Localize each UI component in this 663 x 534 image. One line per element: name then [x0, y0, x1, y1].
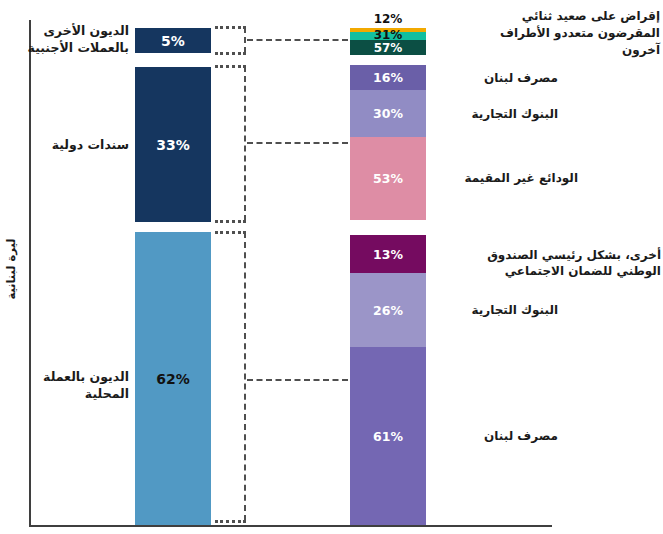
connector-stub: [215, 52, 246, 55]
label-line: المحلية: [0, 385, 129, 402]
breakdown-labels-foreign-other-debt: إقراض على صعيد ثنائي المقرضون متعددو الأ…: [430, 8, 660, 59]
segment-percent: 53%: [373, 171, 403, 186]
bar-segment-nonresident-deposits-53: 53%: [350, 137, 426, 220]
breakdown-label-banque-du-liban-2: مصرف لبنان: [448, 428, 558, 444]
label-line: الديون الأخرى: [0, 22, 129, 39]
connector-horizontal: [247, 39, 348, 41]
connector-stub: [215, 231, 246, 234]
breakdown-label-bilateral: إقراض على صعيد ثنائي: [430, 8, 660, 25]
segment-percent-others: 57%: [350, 42, 426, 54]
bar-segment-foreign-other-debt-5: 5%: [135, 28, 211, 53]
breakdown-label-banque-du-liban: مصرف لبنان: [448, 70, 558, 86]
breakdown-label-multilateral: المقرضون متعددو الأطراف: [430, 25, 660, 42]
bar-segment-banque-du-liban-16: 16%: [350, 65, 426, 90]
connector-vertical: [244, 27, 246, 53]
segment-percent-bilateral: 12%: [350, 13, 426, 25]
segment-percent: 26%: [373, 303, 403, 318]
label-line: الديون بالعملة: [0, 368, 129, 385]
segment-percent-multilateral: 31%: [350, 29, 426, 41]
connector-stub: [215, 220, 246, 223]
breakdown-label-commercial-banks-2: البنوك التجارية: [448, 302, 558, 318]
y-axis-line: [29, 20, 31, 525]
y-axis-label: ليرة لبنانية: [4, 224, 18, 314]
bar-segment-commercial-banks-26: 26%: [350, 273, 426, 347]
breakdown-label-commercial-banks: البنوك التجارية: [448, 106, 558, 122]
segment-percent: 13%: [373, 247, 403, 262]
connector-horizontal: [247, 142, 348, 144]
bar-segment-local-currency-debt-62: 62%: [135, 232, 211, 525]
bar-segment-international-bonds-33: 33%: [135, 67, 211, 222]
connector-vertical: [244, 232, 246, 521]
segment-percent: 16%: [373, 70, 403, 85]
segment-percent: 5%: [161, 33, 185, 49]
connector-stub: [215, 65, 246, 68]
segment-percent: 33%: [156, 137, 190, 153]
breakdown-label-other-nssf: أخرى، بشكل رئيسي الصندوق الوطني للضمان ا…: [445, 247, 661, 279]
bar-segment-commercial-banks-30: 30%: [350, 90, 426, 137]
left-category-label-foreign-other-debt: الديون الأخرى بالعملات الأجنبية: [0, 22, 129, 56]
breakdown-label-nonresident-deposits: الودائع غير المقيمة: [448, 170, 578, 186]
segment-percent: 62%: [156, 371, 190, 387]
x-axis-line: [29, 525, 552, 527]
segment-percent: 30%: [373, 106, 403, 121]
left-category-label-international-bonds: سندات دولية: [0, 136, 129, 153]
breakdown-label-others: آخرون: [430, 42, 660, 59]
connector-horizontal: [247, 379, 348, 381]
label-line: سندات دولية: [0, 136, 129, 153]
connector-stub: [215, 520, 246, 523]
label-line: بالعملات الأجنبية: [0, 39, 129, 56]
bar-segment-other-nssf-13: 13%: [350, 235, 426, 273]
left-category-label-local-currency-debt: الديون بالعملة المحلية: [0, 368, 129, 402]
stacked-bar-chart: ليرة لبنانية الديون الأخرى بالعملات الأج…: [0, 0, 663, 534]
connector-vertical: [244, 66, 246, 221]
bar-segment-banque-du-liban-61: 61%: [350, 347, 426, 525]
connector-stub: [215, 26, 246, 29]
segment-percent: 61%: [373, 429, 403, 444]
